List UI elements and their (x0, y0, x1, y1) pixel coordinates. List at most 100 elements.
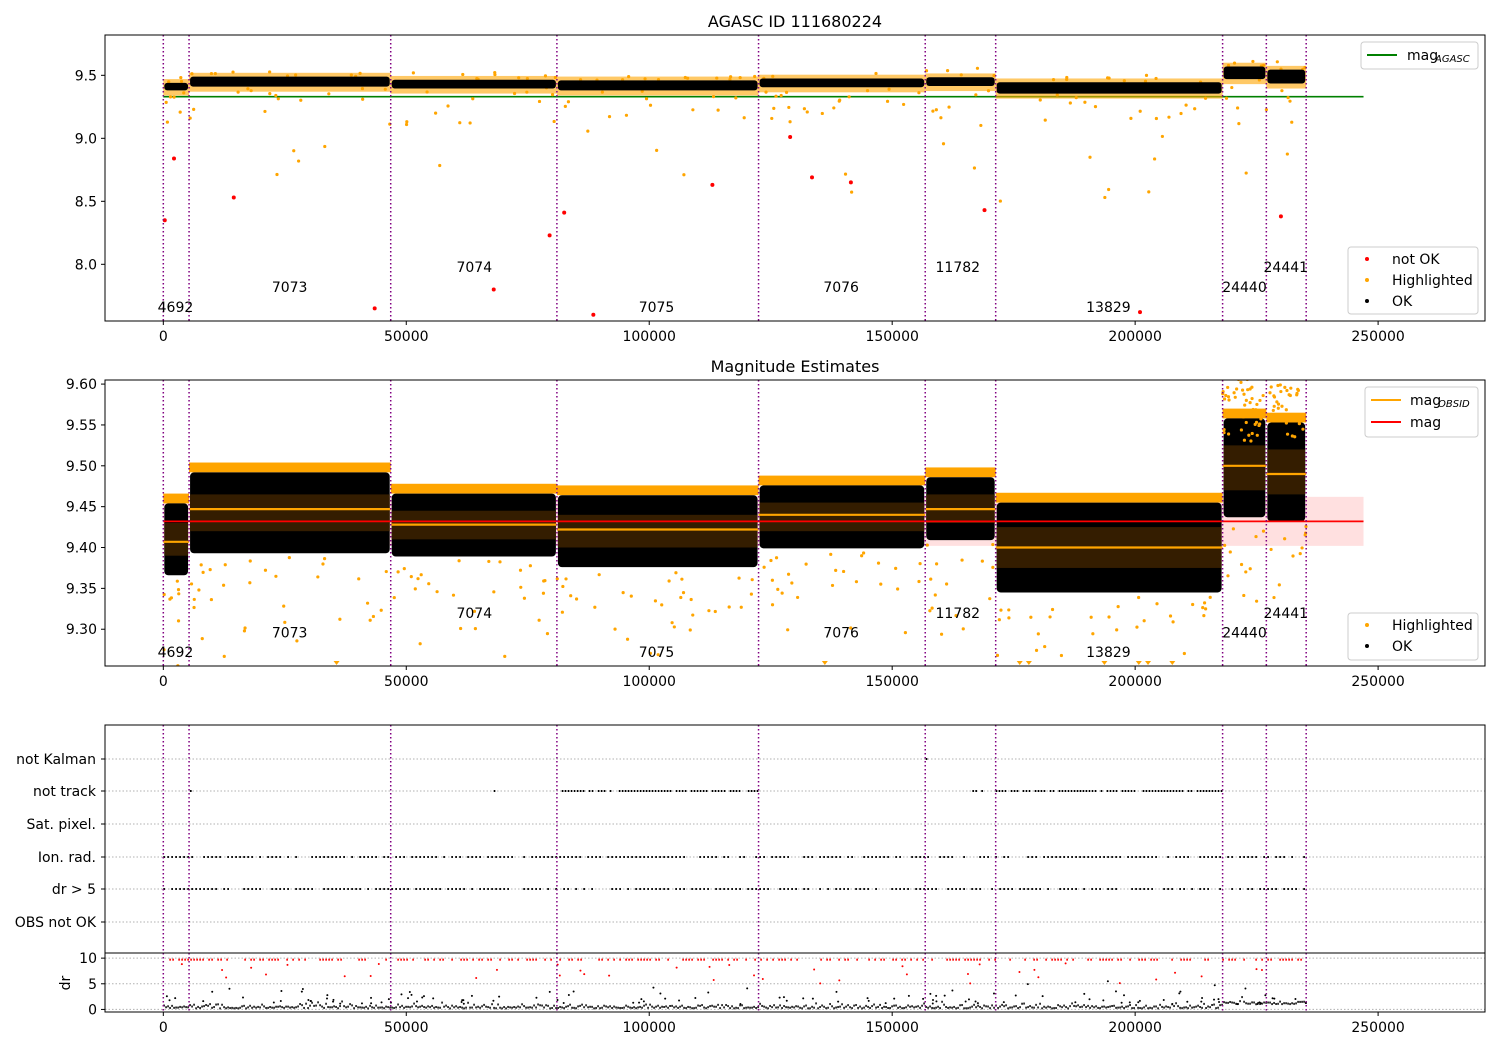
dr-point-bad (337, 958, 339, 961)
flag-point (947, 888, 949, 890)
dr-point (855, 1004, 857, 1007)
flag-point (576, 790, 579, 792)
dr-point (633, 1006, 635, 1009)
dr-point (1165, 1005, 1167, 1008)
dr-point (761, 1004, 763, 1007)
dr-point-bad (675, 966, 678, 969)
dr-point (815, 1002, 817, 1005)
flag-point (735, 888, 737, 890)
flag-point (275, 888, 277, 890)
dr-point (193, 1003, 195, 1006)
flag-point (719, 888, 721, 890)
dr-point-bad (322, 958, 324, 961)
highlighted-point (519, 585, 523, 589)
flag-point (1263, 888, 1265, 890)
flag-point (971, 888, 973, 890)
dr-point-bad (880, 958, 882, 961)
flag-point (819, 856, 821, 858)
dr-point-bad (544, 958, 546, 961)
dr-point (229, 1007, 231, 1010)
highlighted-point (1137, 595, 1141, 600)
dr-point (1005, 1004, 1007, 1007)
dr-point (337, 1007, 339, 1010)
obsid-label: 7075 (639, 300, 675, 316)
legend-box (1347, 612, 1479, 661)
highlighted-point (1277, 583, 1281, 587)
flag-point (1239, 888, 1241, 890)
dr-point (825, 1007, 827, 1010)
flag-point (753, 790, 756, 792)
highlighted-point (1286, 96, 1290, 100)
dr-point-bad (1072, 958, 1074, 961)
legend-marker (1365, 644, 1369, 648)
dr-point (1097, 1006, 1099, 1009)
dr-point-bad (277, 958, 279, 961)
dr-point (1041, 1007, 1043, 1010)
flag-point (735, 790, 738, 792)
dr-point (165, 1006, 167, 1009)
dr-point (1294, 997, 1297, 1000)
dr-point (971, 1005, 973, 1008)
dr-point (797, 1005, 799, 1008)
dr-point (1041, 995, 1044, 998)
dr-point (241, 996, 244, 999)
dr-point (655, 1005, 657, 1008)
highlighted-point (1254, 408, 1258, 412)
flag-point (499, 888, 501, 890)
flag-point (763, 888, 765, 890)
highlighted-point (1227, 398, 1231, 402)
highlighted-point (292, 149, 296, 153)
flag-point (863, 888, 865, 890)
flag-point (660, 790, 663, 792)
dr-point (861, 1007, 863, 1010)
not-ok-point (1278, 214, 1283, 219)
flag-point (1271, 888, 1273, 890)
highlighted-point (679, 595, 683, 600)
flag-point (1039, 888, 1041, 890)
dr-point-bad (532, 958, 534, 961)
dr-point (625, 1004, 627, 1007)
dr-point (543, 1006, 545, 1009)
highlighted-point (727, 605, 731, 609)
flag-point (654, 790, 657, 792)
flag-point (563, 856, 565, 858)
dr-point (551, 1007, 553, 1010)
dr-point-bad (221, 969, 224, 972)
dr-point (361, 1006, 363, 1009)
flag-point (723, 790, 726, 792)
highlighted-point (471, 97, 475, 101)
dr-point (399, 1006, 401, 1009)
dr-point (211, 1006, 213, 1009)
highlighted-point (621, 591, 625, 595)
highlighted-point (935, 562, 939, 566)
dr-point-bad (1009, 958, 1011, 961)
flag-point (547, 888, 549, 890)
dr-point (627, 1005, 629, 1008)
dr-point (884, 1002, 887, 1005)
flag-point (190, 790, 192, 792)
highlighted-point (1276, 402, 1281, 406)
flag-point (1063, 888, 1065, 890)
dr-point (821, 1004, 823, 1007)
dr-point (867, 999, 870, 1002)
dr-point (775, 1006, 777, 1009)
dr-point (1177, 1005, 1179, 1008)
legend-label: mag (1410, 393, 1441, 409)
flag-point (603, 790, 606, 792)
dr-point (723, 1006, 725, 1009)
flag-point (371, 856, 373, 858)
flag-point (678, 790, 681, 792)
highlighted-point (493, 71, 497, 75)
highlighted-point (287, 556, 291, 560)
dr-point-bad (700, 958, 702, 961)
flag-point (1013, 790, 1016, 792)
dr-ylabel: dr (58, 975, 74, 990)
obsid-interval (1223, 445, 1266, 491)
dr-point-bad (708, 965, 711, 968)
dr-point-bad (1243, 958, 1245, 961)
dr-point (410, 993, 413, 996)
dr-point (749, 1006, 751, 1009)
dr-point (1201, 996, 1204, 999)
dr-point (435, 1006, 437, 1009)
dr-point (577, 1005, 579, 1008)
